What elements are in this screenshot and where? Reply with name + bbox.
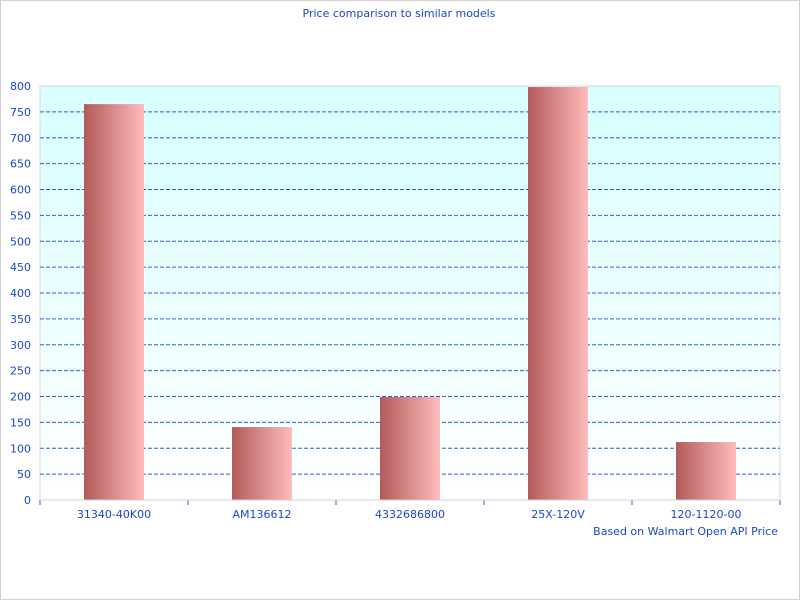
x-tick-label: 4332686800: [375, 508, 445, 521]
x-tick-label: 120-1120-00: [671, 508, 742, 521]
y-tick-label: 650: [10, 158, 31, 171]
y-tick-label: 700: [10, 132, 31, 145]
y-tick-label: 300: [10, 339, 31, 352]
y-tick-label: 500: [10, 235, 31, 248]
footnote: Based on Walmart Open API Price: [593, 525, 778, 538]
y-tick-label: 250: [10, 365, 31, 378]
y-tick-label: 150: [10, 416, 31, 429]
bar: [232, 427, 292, 500]
y-tick-label: 350: [10, 313, 31, 326]
bar: [676, 442, 736, 500]
bar: [528, 87, 588, 500]
x-tick-label: 25X-120V: [531, 508, 585, 521]
x-tick-label: AM136612: [232, 508, 291, 521]
y-tick-label: 750: [10, 106, 31, 119]
y-tick-label: 200: [10, 391, 31, 404]
bar: [380, 397, 440, 500]
y-tick-label: 550: [10, 209, 31, 222]
y-tick-label: 600: [10, 184, 31, 197]
y-tick-label: 400: [10, 287, 31, 300]
chart-title: Price comparison to similar models: [303, 7, 496, 20]
y-tick-label: 100: [10, 442, 31, 455]
bar: [84, 104, 144, 501]
y-tick-label: 0: [24, 494, 31, 507]
y-tick-label: 450: [10, 261, 31, 274]
y-tick-label: 800: [10, 80, 31, 93]
y-tick-label: 50: [17, 468, 31, 481]
x-tick-label: 31340-40K00: [77, 508, 151, 521]
